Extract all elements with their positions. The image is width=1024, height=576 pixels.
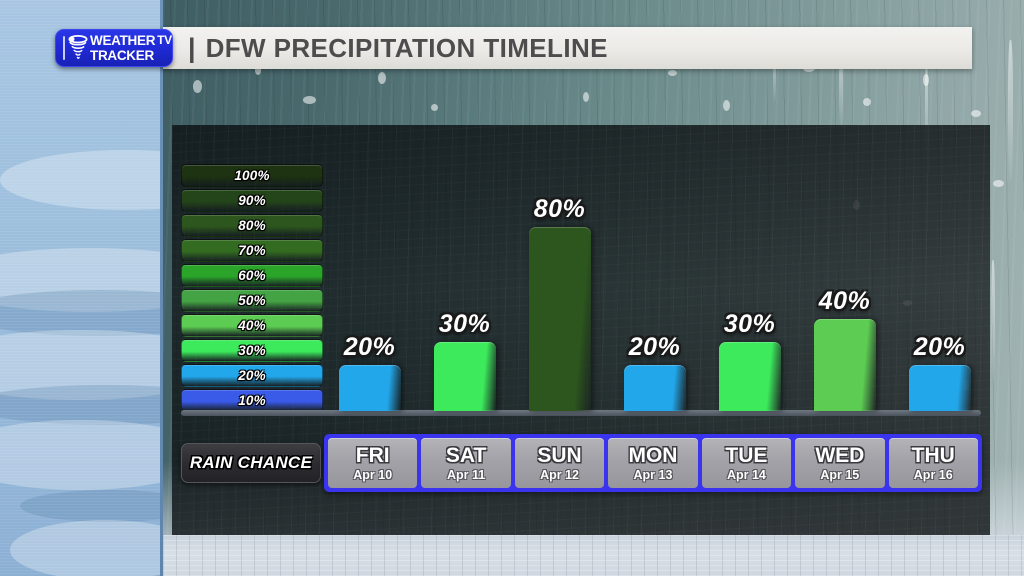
logo-line-1: WEATHER <box>90 33 156 48</box>
day-of-week: WED <box>815 443 865 467</box>
day-date: Apr 10 <box>353 467 393 482</box>
day-cell-tue[interactable]: TUE Apr 14 <box>701 438 792 488</box>
logo-accent-bar <box>63 36 65 60</box>
legend-row-10: 10% <box>181 389 323 412</box>
legend-label: 70% <box>238 243 266 258</box>
legend-row-70: 70% <box>181 239 323 262</box>
bar-fri <box>338 365 401 411</box>
logo-tv-badge: TV <box>157 33 172 47</box>
legend-label: 50% <box>238 293 266 308</box>
legend-row-20: 20% <box>181 364 323 387</box>
bar-value-label: 20% <box>343 333 396 361</box>
day-date: Apr 12 <box>540 467 579 482</box>
sidebar-edge <box>160 0 163 576</box>
day-cell-mon[interactable]: MON Apr 13 <box>608 438 698 488</box>
legend-label: 30% <box>238 343 266 358</box>
legend-label: 100% <box>234 168 270 183</box>
bar-sat <box>433 342 496 411</box>
day-cell-sun[interactable]: SUN Apr 12 <box>514 438 605 488</box>
bar-wed <box>813 319 876 411</box>
bar-column: 30% <box>417 125 512 411</box>
bar-thu <box>908 365 971 411</box>
bar-value-label: 80% <box>533 195 586 223</box>
title-pipe-divider: | <box>188 32 196 63</box>
bar-value-label: 30% <box>723 310 776 338</box>
logo-line-2: TRACKER <box>90 47 154 63</box>
bar-column: 20% <box>607 125 702 411</box>
bar-column: 20% <box>322 125 417 411</box>
bar-column: 40% <box>797 125 892 411</box>
day-of-week: MON <box>628 443 678 467</box>
day-date: Apr 16 <box>913 467 953 482</box>
bar-sun <box>528 227 591 411</box>
page-title: DFW PRECIPITATION TIMELINE <box>205 32 608 63</box>
legend-label: 60% <box>238 268 266 283</box>
bar-chart: 20% 30% 80% 20% 30% 40% 20% <box>322 125 990 411</box>
precipitation-legend: 100% 90% 80% 70% 60% 50% 40% 30% 20% 10% <box>181 164 323 414</box>
legend-label: 40% <box>238 318 266 333</box>
bar-value-label: 20% <box>628 333 681 361</box>
day-date: Apr 11 <box>447 467 486 482</box>
legend-label: 90% <box>238 193 266 208</box>
day-cell-wed[interactable]: WED Apr 15 <box>795 438 885 488</box>
bar-value-label: 30% <box>438 310 491 338</box>
legend-row-30: 30% <box>181 339 323 362</box>
title-bar: | DFW PRECIPITATION TIMELINE <box>163 27 972 69</box>
bar-tue <box>718 342 781 411</box>
bar-column: 20% <box>892 125 987 411</box>
day-cell-thu[interactable]: THU Apr 16 <box>888 438 978 488</box>
legend-row-60: 60% <box>181 264 323 287</box>
day-row: FRI Apr 10 SAT Apr 11 SUN Apr 12 MON Apr 13 TUE A… <box>324 434 982 492</box>
rain-chance-label: RAIN CHANCE <box>181 443 321 483</box>
day-date: Apr 14 <box>726 467 766 482</box>
legend-label: 80% <box>238 218 266 233</box>
legend-row-90: 90% <box>181 189 323 212</box>
day-cell-fri[interactable]: FRI Apr 10 <box>328 438 418 488</box>
day-of-week: TUE <box>725 443 768 467</box>
chart-baseline <box>181 410 981 416</box>
day-cell-sat[interactable]: SAT Apr 11 <box>421 438 511 488</box>
day-date: Apr 15 <box>820 467 860 482</box>
sidebar-watermark-panel <box>0 0 163 576</box>
chart-panel: 100% 90% 80% 70% 60% 50% 40% 30% 20% 10% 20% 30% 80… <box>172 125 990 535</box>
legend-label: 10% <box>238 393 266 408</box>
bar-value-label: 40% <box>818 287 871 315</box>
legend-label: 20% <box>238 368 266 383</box>
tornado-icon <box>68 35 88 61</box>
bar-mon <box>623 365 686 411</box>
day-date: Apr 13 <box>633 467 673 482</box>
legend-row-80: 80% <box>181 214 323 237</box>
scanline-overlay <box>0 0 163 576</box>
weather-tv-tracker-logo[interactable]: WEATHER TV TRACKER <box>55 29 173 67</box>
bar-column: 80% <box>512 125 607 411</box>
day-of-week: FRI <box>355 443 390 467</box>
legend-row-40: 40% <box>181 314 323 337</box>
day-of-week: SAT <box>445 443 487 467</box>
legend-row-100: 100% <box>181 164 323 187</box>
rain-chance-text: RAIN CHANCE <box>189 453 313 472</box>
bar-value-label: 20% <box>913 333 966 361</box>
legend-row-50: 50% <box>181 289 323 312</box>
bar-column: 30% <box>702 125 797 411</box>
day-of-week: SUN <box>537 443 582 467</box>
day-of-week: THU <box>911 443 955 467</box>
lower-glass-strip <box>163 535 1024 576</box>
